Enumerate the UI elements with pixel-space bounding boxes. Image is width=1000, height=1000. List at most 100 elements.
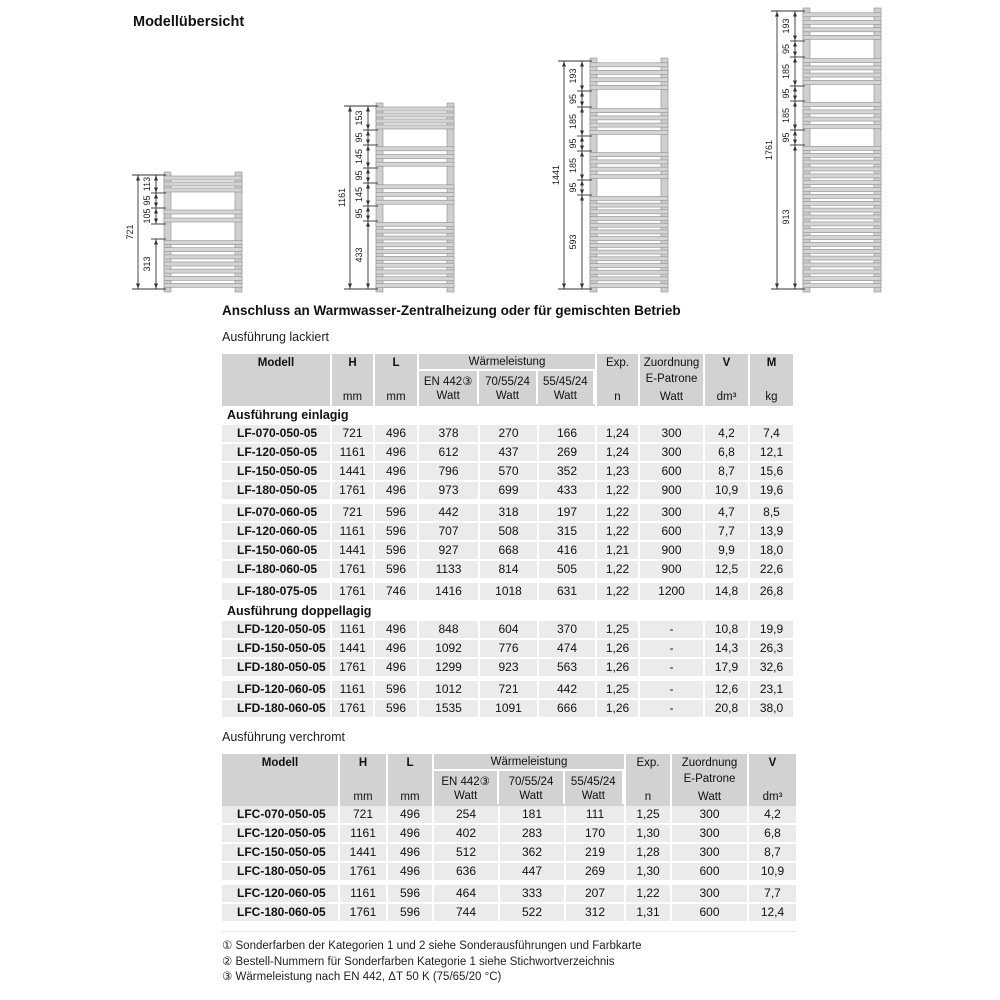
- table-row: LF-180-050-05 1761 496 973 699 433 1,22 900 10,9…: [222, 482, 795, 501]
- value-cell: 1535: [419, 700, 480, 719]
- value-cell: 496: [388, 863, 434, 882]
- value-cell: 362: [500, 844, 566, 863]
- value-cell: 4,7: [705, 504, 750, 523]
- value-cell: 19,6: [750, 482, 795, 501]
- svg-text:193: 193: [781, 18, 791, 33]
- svg-text:95: 95: [781, 44, 791, 54]
- value-cell: 1012: [419, 681, 480, 700]
- value-cell: 721: [332, 504, 375, 523]
- model-cell: LFC-180-060-05: [222, 904, 340, 923]
- value-cell: 596: [388, 904, 434, 923]
- value-cell: 596: [375, 681, 419, 700]
- value-cell: 1761: [332, 583, 375, 602]
- value-cell: 23,1: [750, 681, 795, 700]
- value-cell: 1441: [332, 463, 375, 482]
- value-cell: 4,2: [749, 806, 798, 825]
- group-gap: [222, 501, 795, 504]
- value-cell: 6,8: [749, 825, 798, 844]
- value-cell: 300: [672, 885, 749, 904]
- value-cell: 668: [480, 542, 539, 561]
- table-header: Modell H mm L mm Wärmelei: [222, 354, 795, 406]
- value-cell: 26,8: [750, 583, 795, 602]
- table-row: LFD-120-060-05 1161 596 1012 721 442 1,25-12,6…: [222, 681, 795, 700]
- value-cell: 437: [480, 444, 539, 463]
- value-cell: 352: [539, 463, 597, 482]
- value-cell: 563: [539, 659, 597, 678]
- value-cell: 1,21: [597, 542, 640, 561]
- table-lackiert: Modell H mm L mm Wärmelei: [222, 354, 795, 719]
- value-cell: 1,26: [597, 700, 640, 719]
- svg-text:95: 95: [568, 94, 578, 104]
- radiator-diagram-height-1161: 1161 153 95 145 95 145 95 433: [338, 102, 455, 293]
- model-cell: LF-070-060-05: [222, 504, 332, 523]
- value-cell: 973: [419, 482, 480, 501]
- value-cell: 1761: [332, 659, 375, 678]
- svg-text:153: 153: [354, 110, 364, 125]
- section-label: Ausführung doppellagig: [222, 602, 795, 621]
- table-row: LFC-120-050-05 1161 496 402 283 170 1,30 300 6,8: [222, 825, 798, 844]
- header-p705524: 70/55/24 Watt: [499, 771, 565, 804]
- header-m: M kg: [750, 354, 795, 406]
- value-cell: 612: [419, 444, 480, 463]
- value-cell: 20,8: [705, 700, 750, 719]
- value-cell: 1,22: [597, 561, 640, 580]
- model-cell: LF-150-050-05: [222, 463, 332, 482]
- value-cell: 170: [566, 825, 626, 844]
- value-cell: 300: [672, 825, 749, 844]
- value-cell: 636: [434, 863, 500, 882]
- model-cell: LF-180-050-05: [222, 482, 332, 501]
- value-cell: 10,9: [705, 482, 750, 501]
- value-cell: 1,26: [597, 640, 640, 659]
- value-cell: 1,31: [626, 904, 672, 923]
- value-cell: 378: [419, 425, 480, 444]
- table-verchromt: Modell H mm L mm Wärmelei: [222, 754, 798, 923]
- svg-text:95: 95: [354, 132, 364, 142]
- value-cell: 416: [539, 542, 597, 561]
- header-exp: Exp. n: [626, 754, 672, 806]
- value-cell: 4,2: [705, 425, 750, 444]
- value-cell: 254: [434, 806, 500, 825]
- value-cell: 1,26: [597, 659, 640, 678]
- value-cell: 923: [480, 659, 539, 678]
- value-cell: 1416: [419, 583, 480, 602]
- value-cell: 596: [388, 885, 434, 904]
- svg-text:113: 113: [142, 177, 152, 191]
- value-cell: 7,4: [750, 425, 795, 444]
- model-cell: LF-120-060-05: [222, 523, 332, 542]
- radiator-diagram-height-1761: 1761 193 95 185 95 185 95 913: [765, 7, 882, 293]
- value-cell: 1761: [332, 700, 375, 719]
- value-cell: 707: [419, 523, 480, 542]
- value-cell: 1133: [419, 561, 480, 580]
- table-row: LFD-180-050-05 1761 496 1299 923 563 1,26-17,9…: [222, 659, 795, 678]
- value-cell: 522: [500, 904, 566, 923]
- header-modell: Modell: [222, 754, 340, 806]
- value-cell: 631: [539, 583, 597, 602]
- value-cell: 300: [672, 844, 749, 863]
- value-cell: 18,0: [750, 542, 795, 561]
- footnote-1: ① Sonderfarben der Kategorien 1 und 2 si…: [222, 940, 642, 952]
- value-cell: 1,22: [597, 504, 640, 523]
- value-cell: 1161: [340, 885, 388, 904]
- svg-text:95: 95: [568, 138, 578, 148]
- value-cell: 1200: [640, 583, 705, 602]
- header-zuordnung: Zuordnung E-Patrone Watt: [672, 754, 749, 806]
- svg-text:185: 185: [568, 158, 578, 173]
- svg-text:913: 913: [781, 209, 791, 224]
- table-label-lackiert: Ausführung lackiert: [222, 330, 330, 344]
- value-cell: 776: [480, 640, 539, 659]
- value-cell: 1,30: [626, 863, 672, 882]
- value-cell: 1,22: [597, 583, 640, 602]
- header-h: H mm: [332, 354, 375, 406]
- value-cell: 927: [419, 542, 480, 561]
- value-cell: 900: [640, 482, 705, 501]
- value-cell: -: [640, 621, 705, 640]
- header-exp: Exp. n: [597, 354, 640, 406]
- value-cell: 570: [480, 463, 539, 482]
- value-cell: 814: [480, 561, 539, 580]
- table-row: LF-180-060-05 1761 596 1133 814 505 1,22 900 12,…: [222, 561, 795, 580]
- value-cell: 721: [332, 425, 375, 444]
- table-row: LF-120-060-05 1161 596 707 508 315 1,22 600 7,7 1…: [222, 523, 795, 542]
- svg-text:95: 95: [568, 182, 578, 192]
- svg-text:1441: 1441: [552, 165, 561, 185]
- svg-text:1161: 1161: [338, 188, 347, 207]
